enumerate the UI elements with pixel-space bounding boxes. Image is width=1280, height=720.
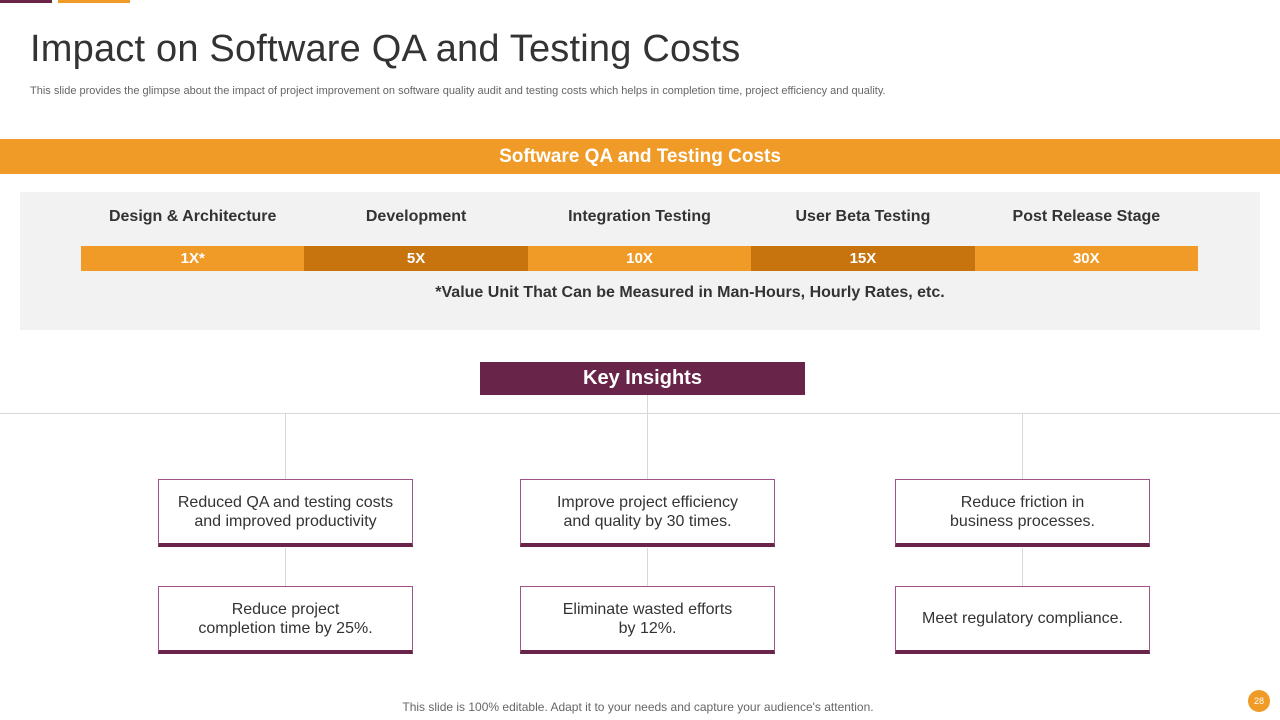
footer-note: This slide is 100% editable. Adapt it to… — [402, 700, 874, 714]
insight-card: Eliminate wasted efforts by 12%. — [520, 586, 775, 654]
slide-subtitle: This slide provides the glimpse about th… — [30, 85, 886, 97]
divider-line — [0, 413, 1280, 414]
slide-title: Impact on Software QA and Testing Costs — [30, 28, 741, 70]
connector-line — [1022, 548, 1023, 586]
connector-line — [1022, 414, 1023, 480]
multiplier-bar: 1X* 5X 10X 15X 30X — [81, 246, 1199, 271]
insight-card: Improve project efficiency and quality b… — [520, 479, 775, 547]
top-accent-purple — [0, 0, 52, 3]
insight-card: Reduce project completion time by 25%. — [158, 586, 413, 654]
stage-label-development: Development — [365, 208, 467, 225]
key-insights-title: Key Insights — [480, 362, 805, 395]
connector-line — [285, 414, 286, 480]
insight-card: Meet regulatory compliance. — [895, 586, 1150, 654]
section-header: Software QA and Testing Costs — [0, 139, 1280, 174]
multiplier-integration: 10X — [527, 246, 752, 271]
stage-label-design: Design & Architecture — [108, 208, 277, 225]
connector-line — [647, 395, 648, 480]
multiplier-development: 5X — [304, 246, 528, 271]
page-number-badge: 28 — [1248, 690, 1270, 712]
insight-card: Reduced QA and testing costs and improve… — [158, 479, 413, 547]
value-unit-note: *Value Unit That Can be Measured in Man-… — [435, 284, 945, 301]
multiplier-beta: 15X — [751, 246, 975, 271]
top-accent-orange — [58, 0, 130, 3]
connector-line — [647, 548, 648, 586]
stage-label-integration: Integration Testing — [568, 208, 711, 225]
stage-label-post-release: Post Release Stage — [1012, 208, 1161, 225]
insight-card: Reduce friction in business processes. — [895, 479, 1150, 547]
stage-label-beta: User Beta Testing — [795, 208, 931, 225]
multiplier-post-release: 30X — [974, 246, 1199, 271]
multiplier-design: 1X* — [81, 246, 305, 271]
stage-labels: Design & Architecture Development Integr… — [81, 208, 1198, 226]
connector-line — [285, 548, 286, 586]
